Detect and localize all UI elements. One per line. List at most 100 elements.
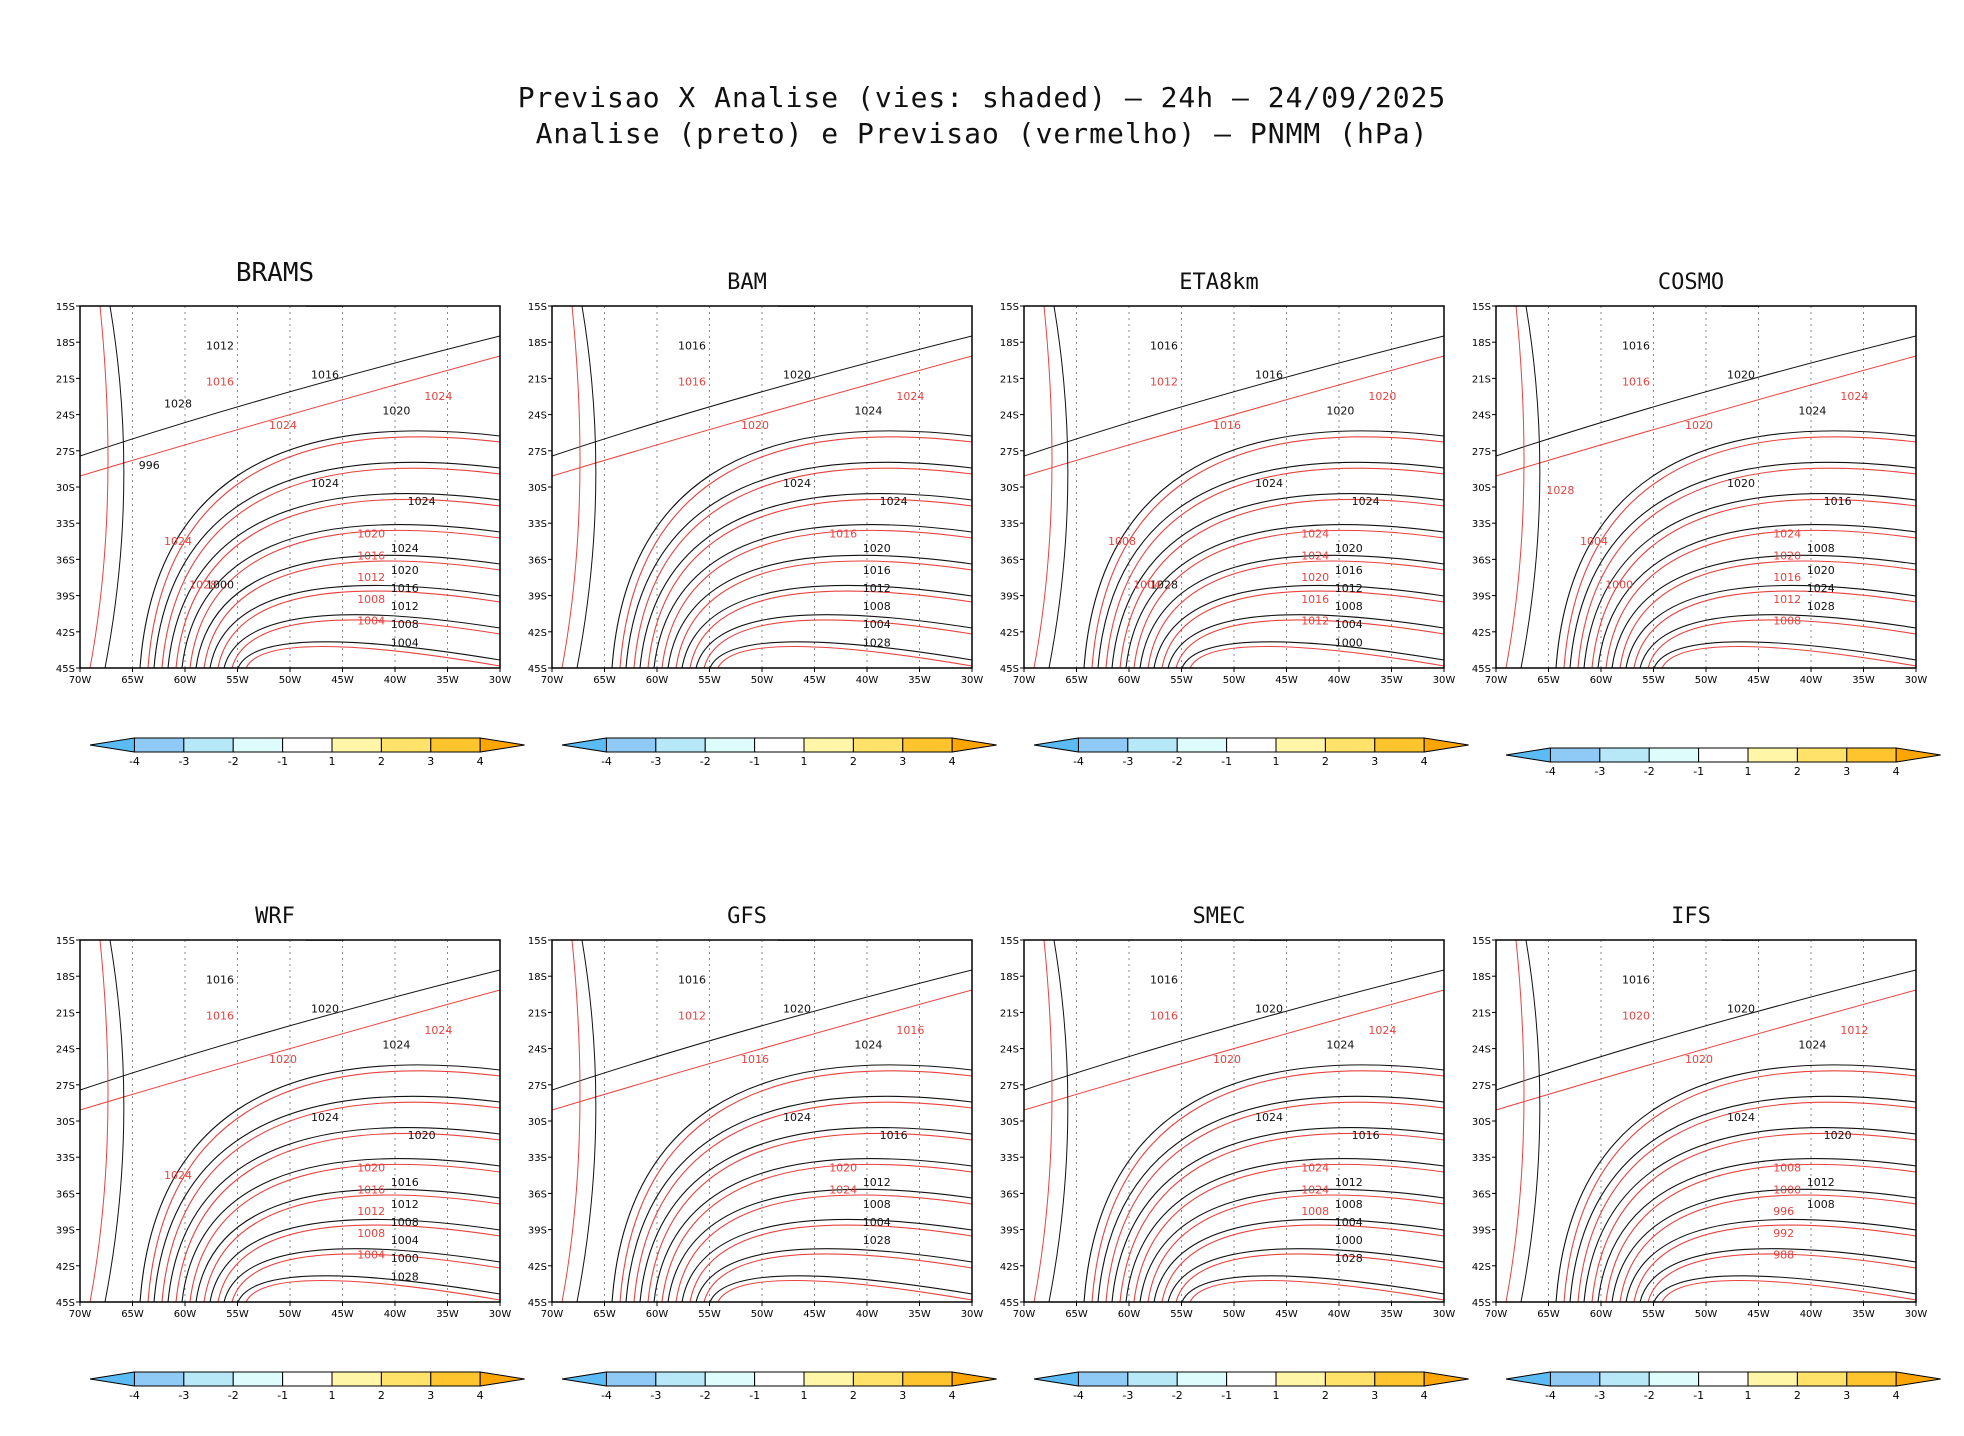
isobar-label-analysis: 1000 [391, 1252, 419, 1265]
panel-eta8km: ETA8km 1016 1016 1020 1024 1024 1020 1016 1012 10… [984, 258, 1469, 788]
lat-label: 42S [528, 1262, 547, 1273]
lat-label: 27S [1472, 1081, 1491, 1092]
isobar-analysis [611, 430, 972, 668]
colorbar-label: -4 [601, 755, 612, 768]
lon-label: 50W [1695, 1309, 1718, 1320]
isobar-analysis [681, 584, 972, 668]
isobar-label-analysis: 1004 [1335, 1216, 1363, 1229]
isobar-label-analysis: 996 [139, 459, 160, 472]
isobar-forecast [1091, 1070, 1444, 1302]
colorbar-box [1549, 1371, 1601, 1387]
lon-label: 30W [1905, 1309, 1928, 1320]
lat-label: 30S [56, 483, 75, 494]
isobar-forecast [1505, 940, 1525, 1302]
isobar-analysis [237, 641, 500, 668]
lat-label: 15S [528, 936, 547, 947]
lat-label: 39S [528, 1226, 547, 1237]
isobar-label-forecast: 1016 [206, 1010, 234, 1023]
bias-region [1643, 197, 1748, 294]
political-border [1285, 940, 1287, 941]
lon-label: 60W [1590, 675, 1613, 686]
isobar-label-forecast: 1012 [357, 1205, 385, 1218]
isobar-forecast [661, 529, 972, 668]
political-border [813, 940, 815, 941]
isobar-analysis [1083, 1064, 1444, 1302]
isobar-forecast [552, 355, 972, 477]
map-layer: 1016 1020 1024 1020 1016 1008 1020 1024 1028 1016… [1496, 197, 1916, 668]
colorbar-label: 1 [1745, 1389, 1752, 1402]
colorbar-box [282, 1371, 333, 1387]
lat-label: 33S [56, 1153, 75, 1164]
lon-label: 30W [1433, 1309, 1456, 1320]
political-border [845, 306, 846, 307]
colorbar-label: 3 [899, 755, 906, 768]
colorbar-box [133, 737, 185, 753]
lat-label: 42S [1000, 628, 1019, 639]
isobar-label-forecast: 1012 [1773, 593, 1801, 606]
lat-label: 27S [1472, 447, 1491, 458]
lon-label: 40W [856, 1309, 879, 1320]
lat-label: 36S [1472, 1189, 1491, 1200]
lon-label: 35W [1380, 1309, 1403, 1320]
colorbar-box [430, 1371, 481, 1387]
lat-label: 45S [1472, 664, 1491, 675]
lat-label: 42S [528, 628, 547, 639]
isobar-label-forecast: 1024 [829, 1183, 857, 1196]
colorbar-box [1176, 1371, 1228, 1387]
lon-label: 35W [436, 675, 459, 686]
lat-label: 24S [56, 1045, 75, 1056]
colorbar-label: -1 [1221, 755, 1232, 768]
colorbar-end-low [561, 737, 607, 753]
isobar-label-forecast: 1020 [1685, 1053, 1713, 1066]
isobar-forecast [1577, 467, 1916, 668]
isobar-forecast [1147, 1194, 1444, 1302]
political-border [584, 216, 679, 246]
isobar-forecast [231, 619, 500, 668]
colorbar-label: 1 [1745, 765, 1752, 778]
colorbar-label: -4 [129, 755, 140, 768]
isobar-analysis [1496, 969, 1916, 1091]
lon-label: 30W [961, 675, 984, 686]
isobar-label-analysis: 1000 [1335, 636, 1363, 649]
political-border [584, 850, 679, 880]
colorbar-end-high [951, 1371, 997, 1387]
isobar-label-analysis: 1016 [863, 564, 891, 577]
isobar-forecast [1496, 989, 1916, 1111]
isobar-analysis [1639, 614, 1916, 668]
colorbar-box [754, 1371, 805, 1387]
colorbar-box [1077, 737, 1129, 753]
colorbar-box [1648, 1371, 1700, 1387]
isobar-analysis [552, 335, 972, 457]
lat-label: 21S [56, 1008, 75, 1019]
map-layer: 1016 1020 1024 1024 1024 1020 1016 1012 1008 1004… [552, 216, 972, 668]
isobar-analysis [1097, 461, 1444, 668]
panel-brams: BRAMS 1012 1016 1020 1024 1024 1024 1020 1016 101… [40, 258, 525, 788]
isobar-label-analysis: 1016 [1622, 339, 1650, 352]
isobar-label-analysis: 1020 [863, 542, 891, 555]
isobar-forecast [1091, 436, 1444, 668]
lon-label: 65W [1065, 1309, 1088, 1320]
lon-label: 70W [541, 675, 564, 686]
lon-label: 40W [384, 1309, 407, 1320]
lat-label: 33S [1000, 1153, 1019, 1164]
colorbar: -4 -3 -2 -1 1 2 3 4 [1505, 1371, 1941, 1402]
isobar-analysis [667, 554, 972, 668]
colorbar: -4 -3 -2 -1 1 2 3 4 [561, 737, 997, 768]
lat-label: 33S [56, 519, 75, 530]
andes-border [80, 306, 81, 307]
isobar-analysis [80, 969, 500, 1091]
isobar-forecast [717, 645, 972, 668]
isobar-analysis [1111, 493, 1444, 668]
colorbar-label: 2 [1322, 1389, 1329, 1402]
colorbar-box [1226, 1371, 1277, 1387]
isobar-forecast [1024, 989, 1444, 1111]
isobar-label-analysis: 1028 [1335, 1252, 1363, 1265]
colorbar-end-high [1895, 747, 1941, 763]
panel-title: COSMO [1657, 270, 1725, 295]
isobar-forecast [619, 436, 972, 668]
isobar-analysis [1139, 554, 1444, 668]
isobar-label-forecast: 1008 [1108, 535, 1136, 548]
isobar-label-forecast: 1024 [424, 1024, 452, 1037]
isobar-analysis [237, 1275, 500, 1302]
isobar-label-forecast: 1020 [829, 1162, 857, 1175]
